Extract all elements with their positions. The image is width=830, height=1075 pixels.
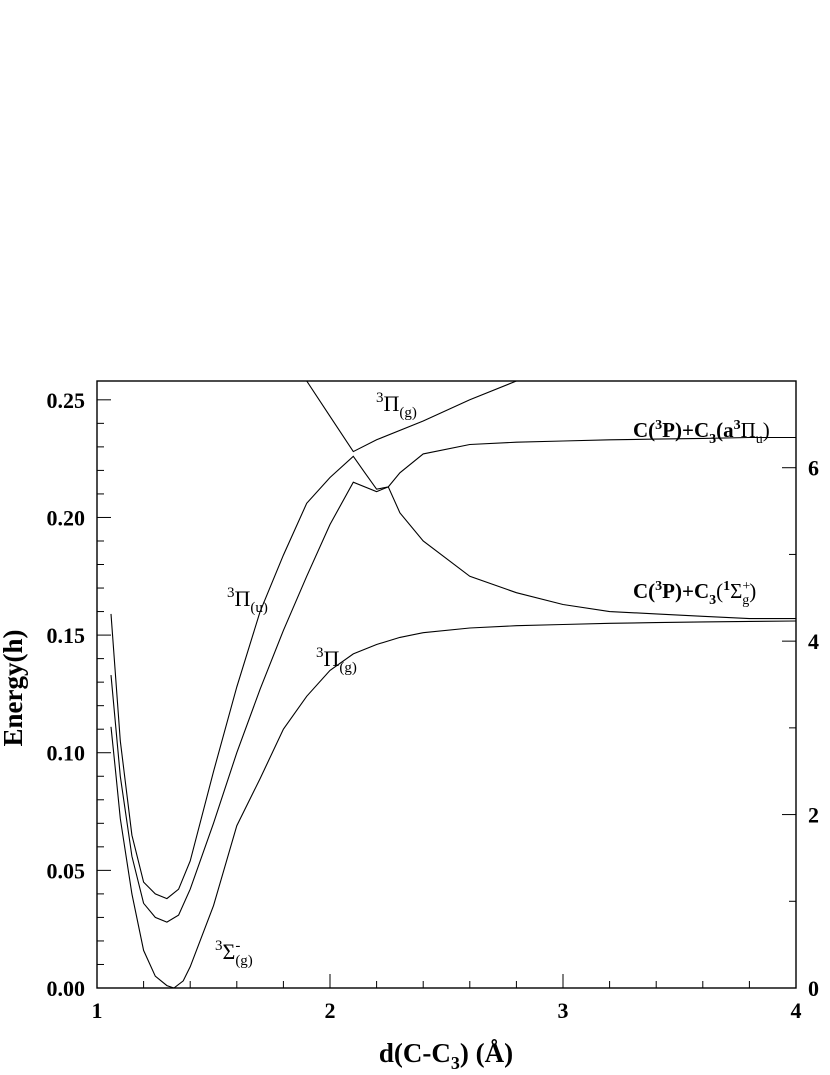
curves — [110, 381, 796, 988]
series-line-4 — [306, 381, 517, 453]
asymptote-upper-label: C(3P)+C3(a3Πu) — [633, 418, 770, 447]
series-line-1 — [110, 620, 796, 988]
axis-ticks — [96, 380, 797, 989]
tick-labels: 1 2 3 4 0.00 0.05 0.10 0.15 0.20 0.25 0 2 4 6 — [47, 388, 820, 1023]
x-tick-label: 1 — [92, 998, 103, 1023]
right-tick-label: 0 — [808, 976, 819, 1001]
y-tick-label: 0.25 — [47, 388, 86, 413]
pi-g-label: 3Π(g) — [316, 645, 357, 676]
series-line-3 — [110, 436, 796, 900]
pi-u-label: 3Π(u) — [227, 585, 268, 616]
x-tick-label: 2 — [325, 998, 336, 1023]
asymptote-lower-label: C(3P)+C3(1Σ+ g) — [633, 579, 756, 608]
y-axis-title: Energy(h) — [0, 630, 28, 747]
pi-g-top-label: 3Π(g) — [376, 390, 417, 421]
series-line-2 — [110, 481, 796, 923]
y-tick-label: 0.10 — [47, 741, 86, 766]
right-tick-label: 6 — [808, 456, 819, 481]
y-tick-label: 0.05 — [47, 858, 86, 883]
sigma-g-label: 3Σ-(g) — [215, 938, 253, 969]
y-tick-label: 0.15 — [47, 623, 86, 648]
plot-frame — [96, 380, 797, 989]
y-tick-label: 0.20 — [47, 505, 86, 530]
x-axis-title: d(C-C3) (Å) — [379, 1038, 513, 1073]
right-tick-label: 2 — [808, 803, 819, 828]
right-tick-label: 4 — [808, 629, 819, 654]
x-tick-label: 3 — [558, 998, 569, 1023]
y-tick-label: 0.00 — [47, 976, 86, 1001]
plot-border — [96, 380, 797, 989]
x-tick-label: 4 — [791, 998, 802, 1023]
